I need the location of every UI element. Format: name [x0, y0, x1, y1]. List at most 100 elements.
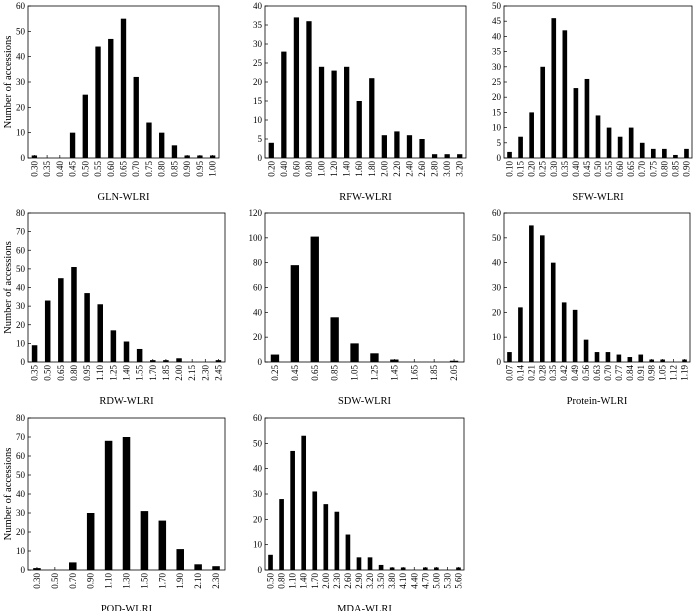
y-tick-label: 60	[16, 245, 26, 255]
x-tick-label: 1.25	[108, 365, 118, 381]
y-tick-label: 10	[16, 338, 26, 348]
x-tick-label: 3.50	[376, 573, 386, 589]
x-tick-label: 2.90	[354, 573, 364, 589]
y-tick-label: 25	[253, 58, 263, 68]
x-tick-label: 0.40	[279, 161, 289, 177]
y-tick-label: 60	[16, 1, 26, 11]
x-tick-label: 2.30	[211, 573, 221, 589]
bar	[82, 94, 88, 158]
bar	[44, 300, 51, 362]
bar	[331, 70, 337, 158]
x-tick-label: 0.30	[549, 161, 559, 177]
y-tick-label: 0	[258, 357, 263, 367]
bar	[583, 339, 589, 362]
bar	[330, 317, 339, 362]
x-tick-label: 4.70	[420, 573, 430, 589]
y-tick-label: 70	[16, 432, 26, 442]
bar	[617, 136, 623, 158]
y-tick-label: 40	[16, 52, 26, 62]
bar	[97, 304, 103, 362]
x-tick-label: 2.60	[343, 573, 353, 589]
x-tick-label: 2.20	[392, 161, 402, 177]
x-tick-label: 1.25	[369, 365, 379, 381]
x-tick-label: 0.14	[515, 365, 525, 381]
x-tick-label: 1.05	[658, 365, 668, 381]
x-tick-label: 0.90	[182, 161, 192, 177]
y-tick-label: 70	[16, 227, 26, 237]
bar	[281, 51, 287, 158]
bar	[84, 293, 90, 362]
y-tick-label: 100	[249, 233, 263, 243]
y-tick-label: 45	[492, 16, 502, 26]
y-tick-label: 50	[492, 233, 502, 243]
x-tick-label: 0.80	[277, 573, 287, 589]
bar	[606, 127, 612, 158]
panel-rfw-wlri: 0 5 10 15 20 25 30 35 40 0.20 0.40 0.60 0.80 1.00 1.20…	[253, 1, 467, 203]
x-tick-label: 0.77	[614, 365, 624, 381]
x-tick-label: 1.12	[669, 365, 679, 381]
x-tick-label: 0.80	[157, 161, 167, 177]
bar	[293, 17, 300, 159]
x-tick-label: 0.60	[615, 161, 625, 177]
y-tick-label: 50	[16, 264, 26, 274]
x-tick-label: 0.80	[304, 161, 314, 177]
y-tick-label: 30	[16, 508, 26, 518]
bar	[122, 437, 131, 570]
bar	[71, 267, 77, 362]
x-tick-label: 1.40	[299, 573, 309, 589]
x-tick-label: 0.95	[82, 365, 92, 381]
y-tick-label: 20	[492, 307, 502, 317]
bar	[290, 450, 295, 570]
y-tick-label: 10	[492, 123, 502, 133]
x-tick-label: 0.70	[68, 573, 78, 589]
plot-frame	[27, 212, 226, 363]
y-tick-label: 60	[253, 413, 263, 423]
bar	[268, 142, 274, 158]
y-tick-label: 40	[16, 489, 26, 499]
x-tick-label: 0.80	[659, 161, 669, 177]
y-tick-label: 25	[492, 77, 502, 87]
x-tick-label: 0.75	[144, 161, 154, 177]
bar	[518, 136, 523, 158]
panel-sdw-wlri: 0 20 40 60 80 100 120 0.25 0.45 0.65 0.85 1.05 1.25 1…	[249, 208, 465, 407]
x-tick-label: 0.50	[43, 365, 53, 381]
bar	[507, 352, 512, 362]
x-tick-label: 0.28	[537, 365, 547, 381]
y-tick-label: 30	[16, 77, 26, 87]
x-tick-label: 2.30	[332, 573, 342, 589]
x-tick-label: 2.00	[321, 573, 331, 589]
x-tick-label: 0.35	[30, 365, 40, 381]
bar	[595, 115, 601, 158]
y-tick-label: 20	[16, 527, 26, 537]
x-tick-label: 0.35	[42, 161, 52, 177]
x-tick-label: 0.85	[330, 365, 340, 381]
panel-protein-wlri: 0 10 20 30 40 50 60 0.07 0.14 0.21 0.28 0.35 0.42 0.4…	[492, 208, 691, 407]
x-tick-label: 0.85	[670, 161, 680, 177]
bar	[540, 66, 546, 158]
x-tick-label: 0.85	[169, 161, 179, 177]
y-tick-label: 30	[16, 301, 26, 311]
panel-pod-wlri: 0 10 20 30 40 50 60 70 80 0.30 0.50 0.70 0.90 1.10 1.3…	[3, 413, 226, 611]
x-tick-label: 0.65	[310, 365, 320, 381]
bar	[507, 151, 512, 158]
x-tick-label: 0.45	[290, 365, 300, 381]
bar	[133, 76, 139, 158]
x-tick-label: 0.60	[291, 161, 301, 177]
x-tick-label: 0.40	[571, 161, 581, 177]
x-tick-label: 2.15	[187, 365, 197, 381]
bar	[562, 30, 568, 158]
y-tick-label: 0	[497, 357, 502, 367]
bar	[529, 112, 534, 158]
bar	[58, 278, 64, 362]
y-tick-label: 30	[253, 489, 263, 499]
x-tick-label: 0.45	[582, 161, 592, 177]
x-tick-label: 1.90	[175, 573, 185, 589]
x-tick-label: 0.90	[681, 161, 691, 177]
bar	[639, 142, 645, 158]
y-tick-label: 15	[253, 96, 263, 106]
panel-mda-wlri: 0 10 20 30 40 50 60 0.50 0.80 1.10 1.40 1.70 2.00 2.3…	[253, 413, 465, 611]
bar	[594, 352, 600, 362]
bar	[176, 549, 184, 570]
y-tick-label: 10	[253, 115, 263, 125]
